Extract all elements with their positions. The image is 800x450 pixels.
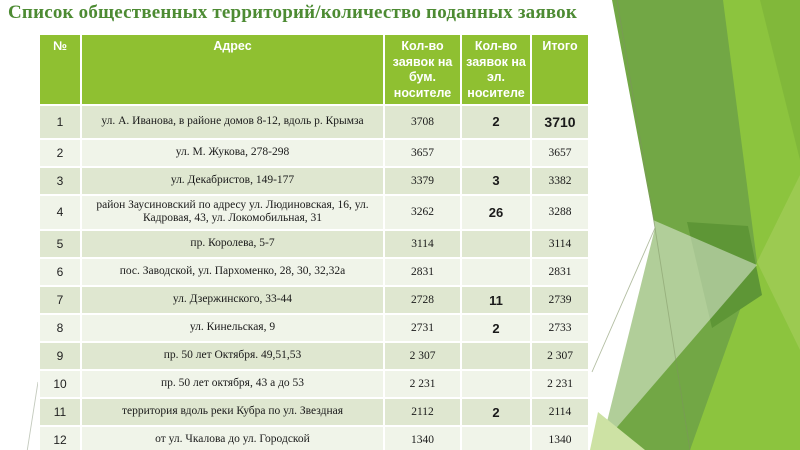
- electronic-count-cell: 2: [460, 103, 532, 140]
- electronic-count-cell: [460, 369, 532, 400]
- col-header-paper-count: Кол-во заявок на бум. носителе: [383, 33, 462, 106]
- decor-shard-dark: [687, 222, 762, 328]
- electronic-count-cell: 2: [460, 313, 532, 344]
- address-cell: от ул. Чкалова до ул. Городской: [80, 425, 385, 450]
- total-cell: 1340: [530, 425, 590, 450]
- total-cell: 3114: [530, 229, 590, 260]
- electronic-count-cell: [460, 257, 532, 288]
- territories-table: № Адрес Кол-во заявок на бум. носителе К…: [38, 33, 590, 450]
- address-cell: ул. Дзержинского, 33-44: [80, 285, 385, 316]
- row-number-cell: 9: [38, 341, 82, 372]
- total-cell: 2 307: [530, 341, 590, 372]
- paper-count-cell: 1340: [383, 425, 462, 450]
- total-cell: 3382: [530, 165, 590, 196]
- table-row: 6 пос. Заводской, ул. Пархоменко, 28, 30,…: [38, 257, 590, 288]
- decor-shard-pale-corner: [590, 412, 645, 450]
- decor-shard-bright-dark: [760, 0, 800, 160]
- table-row: 10 пр. 50 лет октября, 43 а до 53 2 231 2 2…: [38, 369, 590, 400]
- table-row: 8 ул. Кинельская, 9 2731 2 2733: [38, 313, 590, 344]
- address-cell: ул. Декабристов, 149-177: [80, 165, 385, 196]
- table-header: № Адрес Кол-во заявок на бум. носителе К…: [38, 33, 590, 106]
- table-body: 1 ул. А. Иванова, в районе домов 8-12, вд…: [38, 103, 590, 450]
- total-cell: 2739: [530, 285, 590, 316]
- table-row: 9 пр. 50 лет Октября. 49,51,53 2 307 2 307: [38, 341, 590, 372]
- total-cell: 2733: [530, 313, 590, 344]
- row-number-cell: 6: [38, 257, 82, 288]
- row-number-cell: 10: [38, 369, 82, 400]
- decor-shard-light: [757, 175, 800, 350]
- table-row: 7 ул. Дзержинского, 33-44 2728 11 2739: [38, 285, 590, 316]
- col-header-total: Итого: [530, 33, 590, 106]
- col-header-address: Адрес: [80, 33, 385, 106]
- page-title: Список общественных территорий/количеств…: [8, 2, 578, 23]
- table-row: 2 ул. М. Жукова, 278-298 3657 3657: [38, 137, 590, 168]
- decor-thin-line-2: [654, 227, 691, 450]
- paper-count-cell: 3708: [383, 103, 462, 140]
- row-number-cell: 4: [38, 193, 82, 232]
- decor-left-line: [26, 381, 39, 450]
- address-cell: пр. Королева, 5-7: [80, 229, 385, 260]
- total-cell: 3710: [530, 103, 590, 140]
- electronic-count-cell: 11: [460, 285, 532, 316]
- total-cell: 2 231: [530, 369, 590, 400]
- table-row: 11 территория вдоль реки Кубра по ул. Зве…: [38, 397, 590, 428]
- row-number-cell: 1: [38, 103, 82, 140]
- address-cell: район Заусиновский по адресу ул. Людинов…: [80, 193, 385, 232]
- row-number-cell: 2: [38, 137, 82, 168]
- table-row: 1 ул. А. Иванова, в районе домов 8-12, вд…: [38, 103, 590, 140]
- table-row: 4 район Заусиновский по адресу ул. Людино…: [38, 193, 590, 232]
- electronic-count-cell: 26: [460, 193, 532, 232]
- decor-right-shards: [590, 0, 800, 450]
- col-header-number: №: [38, 33, 82, 106]
- address-cell: ул. М. Жукова, 278-298: [80, 137, 385, 168]
- address-cell: ул. Кинельская, 9: [80, 313, 385, 344]
- address-cell: территория вдоль реки Кубра по ул. Звезд…: [80, 397, 385, 428]
- paper-count-cell: 3114: [383, 229, 462, 260]
- address-cell: пр. 50 лет октября, 43 а до 53: [80, 369, 385, 400]
- electronic-count-cell: [460, 229, 532, 260]
- row-number-cell: 12: [38, 425, 82, 450]
- paper-count-cell: 2831: [383, 257, 462, 288]
- electronic-count-cell: 3: [460, 165, 532, 196]
- paper-count-cell: 3262: [383, 193, 462, 232]
- row-number-cell: 11: [38, 397, 82, 428]
- paper-count-cell: 2112: [383, 397, 462, 428]
- decor-shard-medium: [600, 0, 757, 450]
- table-row: 12 от ул. Чкалова до ул. Городской 1340 134…: [38, 425, 590, 450]
- electronic-count-cell: [460, 137, 532, 168]
- total-cell: 3657: [530, 137, 590, 168]
- total-cell: 3288: [530, 193, 590, 232]
- col-header-electronic-count: Кол-во заявок на эл. носителе: [460, 33, 532, 106]
- table-row: 3 ул. Декабристов, 149-177 3379 3 3382: [38, 165, 590, 196]
- row-number-cell: 3: [38, 165, 82, 196]
- electronic-count-cell: 2: [460, 397, 532, 428]
- address-cell: ул. А. Иванова, в районе домов 8-12, вдо…: [80, 103, 385, 140]
- electronic-count-cell: [460, 341, 532, 372]
- electronic-count-cell: [460, 425, 532, 450]
- paper-count-cell: 2728: [383, 285, 462, 316]
- decor-shard-pale: [594, 220, 757, 450]
- address-cell: пос. Заводской, ул. Пархоменко, 28, 30, …: [80, 257, 385, 288]
- paper-count-cell: 3657: [383, 137, 462, 168]
- paper-count-cell: 3379: [383, 165, 462, 196]
- paper-count-cell: 2731: [383, 313, 462, 344]
- paper-count-cell: 2 231: [383, 369, 462, 400]
- row-number-cell: 7: [38, 285, 82, 316]
- address-cell: пр. 50 лет Октября. 49,51,53: [80, 341, 385, 372]
- table-row: 5 пр. Королева, 5-7 3114 3114: [38, 229, 590, 260]
- total-cell: 2831: [530, 257, 590, 288]
- total-cell: 2114: [530, 397, 590, 428]
- row-number-cell: 8: [38, 313, 82, 344]
- row-number-cell: 5: [38, 229, 82, 260]
- paper-count-cell: 2 307: [383, 341, 462, 372]
